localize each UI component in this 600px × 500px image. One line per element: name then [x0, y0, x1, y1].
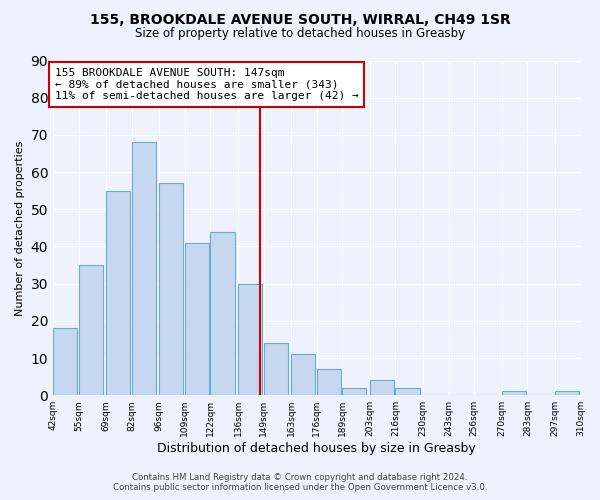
Bar [160, 183, 184, 395]
Text: Contains HM Land Registry data © Crown copyright and database right 2024.
Contai: Contains HM Land Registry data © Crown c… [113, 473, 487, 492]
X-axis label: Distribution of detached houses by size in Greasby: Distribution of detached houses by size … [157, 442, 476, 455]
Bar [132, 142, 156, 395]
Bar [555, 392, 579, 395]
Text: 155 BROOKDALE AVENUE SOUTH: 147sqm
← 89% of detached houses are smaller (343)
11: 155 BROOKDALE AVENUE SOUTH: 147sqm ← 89%… [55, 68, 359, 101]
Y-axis label: Number of detached properties: Number of detached properties [15, 140, 25, 316]
Bar [291, 354, 315, 395]
Bar [185, 242, 209, 395]
Bar [238, 284, 262, 395]
Bar [395, 388, 419, 395]
Bar [317, 369, 341, 395]
Bar [211, 232, 235, 395]
Bar [263, 343, 287, 395]
Bar [53, 328, 77, 395]
Text: 155, BROOKDALE AVENUE SOUTH, WIRRAL, CH49 1SR: 155, BROOKDALE AVENUE SOUTH, WIRRAL, CH4… [89, 12, 511, 26]
Text: Size of property relative to detached houses in Greasby: Size of property relative to detached ho… [135, 28, 465, 40]
Bar [106, 190, 130, 395]
Bar [79, 265, 103, 395]
Bar [502, 392, 526, 395]
Bar [370, 380, 394, 395]
Bar [343, 388, 367, 395]
